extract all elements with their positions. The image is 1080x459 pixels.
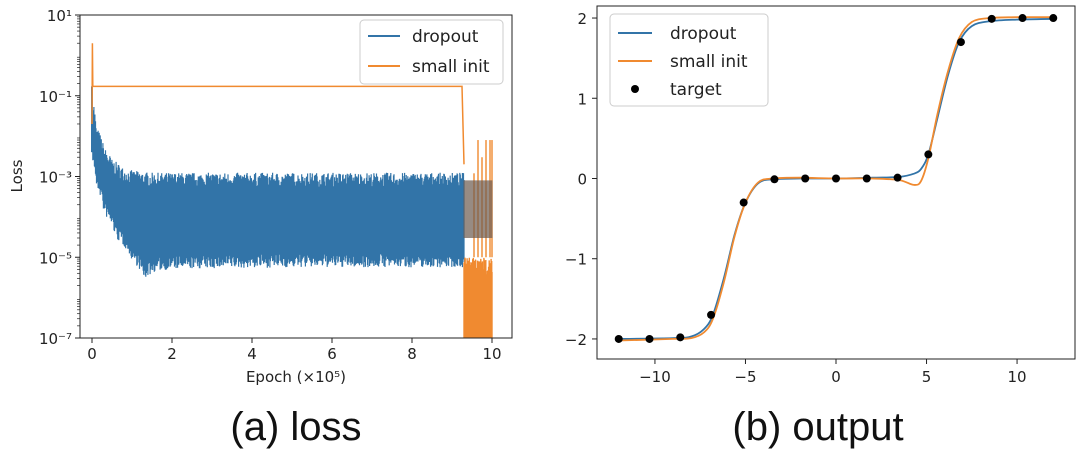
output-target-point xyxy=(987,14,996,23)
output-target-point xyxy=(862,174,871,183)
loss-dropout-band xyxy=(92,107,465,277)
loss-x-ticks: 0 2 4 6 8 10 xyxy=(87,338,502,363)
loss-caption: (a) loss xyxy=(230,405,361,449)
output-target-point xyxy=(676,333,685,342)
loss-x-tick-label: 10 xyxy=(482,345,501,363)
loss-x-tick-label: 2 xyxy=(167,345,177,363)
loss-small-init-line xyxy=(91,43,465,165)
output-target-point xyxy=(924,150,933,159)
output-target-point xyxy=(956,38,965,47)
output-y-tick-label: 0 xyxy=(577,170,587,188)
loss-legend: dropout small init xyxy=(359,19,504,85)
loss-small-init-tail xyxy=(463,257,493,338)
output-legend: dropout small init target xyxy=(609,13,769,107)
output-target-point xyxy=(614,334,623,343)
output-target-point xyxy=(770,175,779,184)
output-x-tick-label: −5 xyxy=(734,368,756,386)
output-target-point xyxy=(1049,14,1058,23)
output-small-init-line xyxy=(618,16,1054,342)
loss-y-tick-label: 10⁻⁷ xyxy=(39,330,72,348)
output-x-ticks: −10 −5 0 5 10 xyxy=(639,359,1027,386)
output-x-tick-label: 5 xyxy=(922,368,932,386)
loss-y-ticks: 10¹ 10⁻¹ 10⁻³ 10⁻⁵ 10⁻⁷ xyxy=(39,7,80,348)
output-legend-box xyxy=(609,13,769,107)
output-plot-area xyxy=(614,14,1058,343)
loss-x-tick-label: 6 xyxy=(327,345,337,363)
loss-x-tick-label: 4 xyxy=(247,345,257,363)
loss-panel: 0 2 4 6 8 10 10¹ 10⁻¹ 10⁻³ 10⁻⁵ 10⁻⁷ Epoch (×10⁵)… xyxy=(8,7,513,449)
output-target-point xyxy=(801,174,810,183)
output-target-point xyxy=(1018,14,1027,23)
output-y-tick-label: 1 xyxy=(577,90,587,108)
loss-plot-area xyxy=(91,43,493,338)
loss-y-tick-label: 10⁻¹ xyxy=(39,88,72,106)
loss-legend-small-init-label: small init xyxy=(412,57,490,77)
loss-legend-dropout-label: dropout xyxy=(412,27,479,47)
output-x-tick-label: −10 xyxy=(639,368,671,386)
loss-x-tick-label: 0 xyxy=(87,345,97,363)
loss-x-axis-label: Epoch (×10⁵) xyxy=(246,368,346,386)
output-legend-small-init-label: small init xyxy=(670,52,748,72)
output-x-tick-label: 10 xyxy=(1008,368,1027,386)
loss-y-tick-label: 10¹ xyxy=(47,7,72,25)
loss-y-tick-label: 10⁻⁵ xyxy=(39,249,72,267)
output-y-tick-label: −1 xyxy=(565,251,587,269)
output-y-ticks: −2 −1 0 1 2 xyxy=(565,10,597,349)
loss-overlap-region xyxy=(463,180,493,238)
output-y-tick-label: −2 xyxy=(565,331,587,349)
output-y-tick-label: 2 xyxy=(577,10,587,28)
loss-y-tick-label: 10⁻³ xyxy=(39,169,72,187)
output-legend-target-label: target xyxy=(670,80,722,100)
output-legend-dropout-label: dropout xyxy=(670,24,737,44)
output-target-point xyxy=(893,173,902,182)
output-caption: (b) output xyxy=(732,405,903,449)
output-target-point xyxy=(645,334,654,343)
loss-y-axis-label: Loss xyxy=(8,159,26,192)
loss-x-tick-label: 8 xyxy=(407,345,417,363)
output-target-point xyxy=(832,174,840,183)
output-x-tick-label: 0 xyxy=(831,368,841,386)
output-target-point xyxy=(739,198,748,207)
output-legend-target-swatch xyxy=(631,85,639,93)
output-target-point xyxy=(707,310,716,319)
